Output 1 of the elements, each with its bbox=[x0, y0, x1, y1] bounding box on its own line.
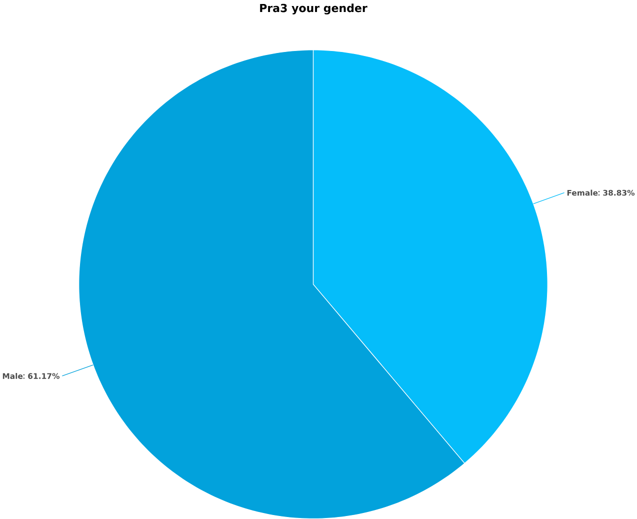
chart-title: Pra3 your gender bbox=[260, 4, 368, 14]
